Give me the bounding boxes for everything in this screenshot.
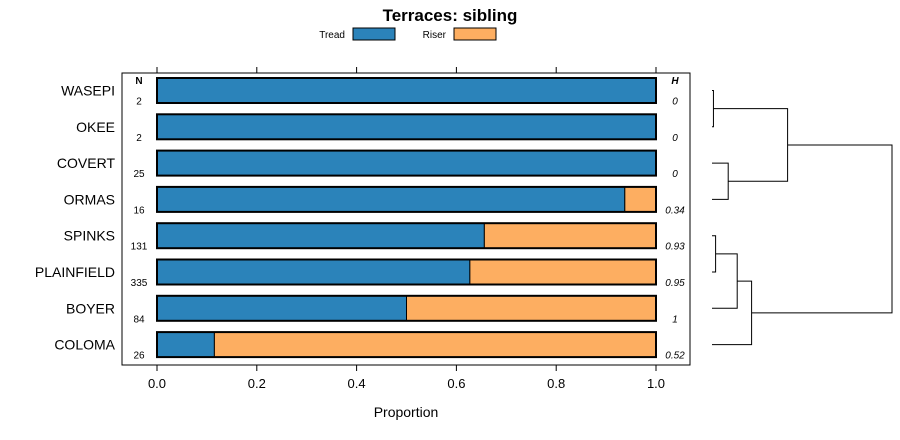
bar-riser-ormas — [624, 186, 657, 213]
dendrogram — [712, 90, 893, 346]
bar-outline-ormas — [156, 185, 657, 213]
bar-tread-plainfield — [156, 259, 471, 285]
h-label-coloma: 0.52 — [665, 351, 685, 362]
x-axis: 0.0 0.2 0.4 0.6 0.8 1.0 — [148, 67, 665, 391]
category-label-ormas: ORMAS — [64, 191, 115, 207]
n-label-ormas: 16 — [133, 205, 145, 216]
dendrogram-merge-6 — [712, 280, 753, 346]
h-label-covert: 0 — [672, 169, 678, 180]
category-label-coloma: COLOMA — [54, 337, 115, 353]
n-label-plainfield: 335 — [131, 278, 148, 289]
bar-outline-boyer — [156, 294, 657, 322]
h-label-okee: 0 — [672, 133, 678, 144]
legend-label-riser: Riser — [423, 30, 447, 41]
bar-tread-coloma — [156, 331, 215, 358]
dendrogram-merge-2 — [712, 235, 717, 273]
x-axis-title: Proportion — [374, 404, 439, 420]
n-column-header: N — [135, 76, 142, 87]
category-label-boyer: BOYER — [66, 300, 115, 316]
n-label-wasepi: 2 — [136, 97, 142, 108]
n-label-okee: 2 — [136, 133, 142, 144]
bar-tread-covert — [156, 150, 657, 177]
n-label-spinks: 131 — [131, 242, 148, 253]
category-label-wasepi: WASEPI — [61, 83, 115, 99]
h-label-boyer: 1 — [672, 314, 678, 325]
dendrogram-merge-3 — [712, 162, 729, 200]
legend-swatch-riser — [453, 27, 497, 41]
n-label-covert: 25 — [133, 169, 145, 180]
h-column-header: H — [671, 76, 679, 87]
bar-outline-spinks — [156, 222, 657, 250]
h-label-ormas: 0.34 — [665, 205, 685, 216]
x-tick-label-0-6: 0.6 — [447, 376, 465, 391]
bar-riser-spinks — [483, 222, 657, 249]
x-tick-label-0-8: 0.8 — [547, 376, 565, 391]
x-tick-label-0-2: 0.2 — [248, 376, 266, 391]
bar-tread-ormas — [156, 186, 626, 213]
bar-tread-boyer — [156, 295, 407, 322]
x-tick-label-1-0: 1.0 — [647, 376, 665, 391]
n-label-coloma: 26 — [133, 351, 145, 362]
bar-outline-okee — [156, 113, 657, 141]
category-label-spinks: SPINKS — [64, 228, 115, 244]
x-tick-label-0-0: 0.0 — [148, 376, 166, 391]
dendrogram-merge-4 — [713, 108, 789, 182]
legend: Tread Riser — [319, 27, 497, 41]
bar-riser-boyer — [406, 295, 657, 322]
bar-outline-wasepi — [156, 77, 657, 104]
bar-tread-spinks — [156, 222, 485, 249]
labels-layer: WASEPI 2 0 OKEE 2 0 COVERT 25 0 ORMAS 16 0.34 SPINKS… — [35, 83, 685, 362]
category-label-plainfield: PLAINFIELD — [35, 264, 115, 280]
legend-swatch-tread — [352, 27, 396, 41]
h-label-spinks: 0.93 — [665, 242, 685, 253]
bar-outline-coloma — [156, 331, 657, 359]
plot-frame — [121, 72, 691, 366]
legend-label-tread: Tread — [319, 30, 345, 41]
dendrogram-merge-7 — [751, 144, 893, 314]
n-label-boyer: 84 — [133, 314, 145, 325]
bars-layer — [156, 77, 657, 359]
x-tick-label-0-4: 0.4 — [348, 376, 366, 391]
chart-title: Terraces: sibling — [383, 6, 518, 25]
bar-riser-plainfield — [469, 259, 657, 285]
h-label-wasepi: 0 — [672, 97, 678, 108]
category-label-okee: OKEE — [76, 119, 115, 135]
h-label-plainfield: 0.95 — [665, 278, 685, 289]
bar-tread-okee — [156, 113, 657, 140]
bar-outline-covert — [156, 149, 657, 177]
bar-tread-wasepi — [156, 77, 657, 104]
bar-outline-plainfield — [156, 258, 657, 286]
category-label-covert: COVERT — [57, 155, 116, 171]
dendrogram-merge-1 — [712, 90, 714, 128]
bar-riser-coloma — [213, 331, 657, 358]
